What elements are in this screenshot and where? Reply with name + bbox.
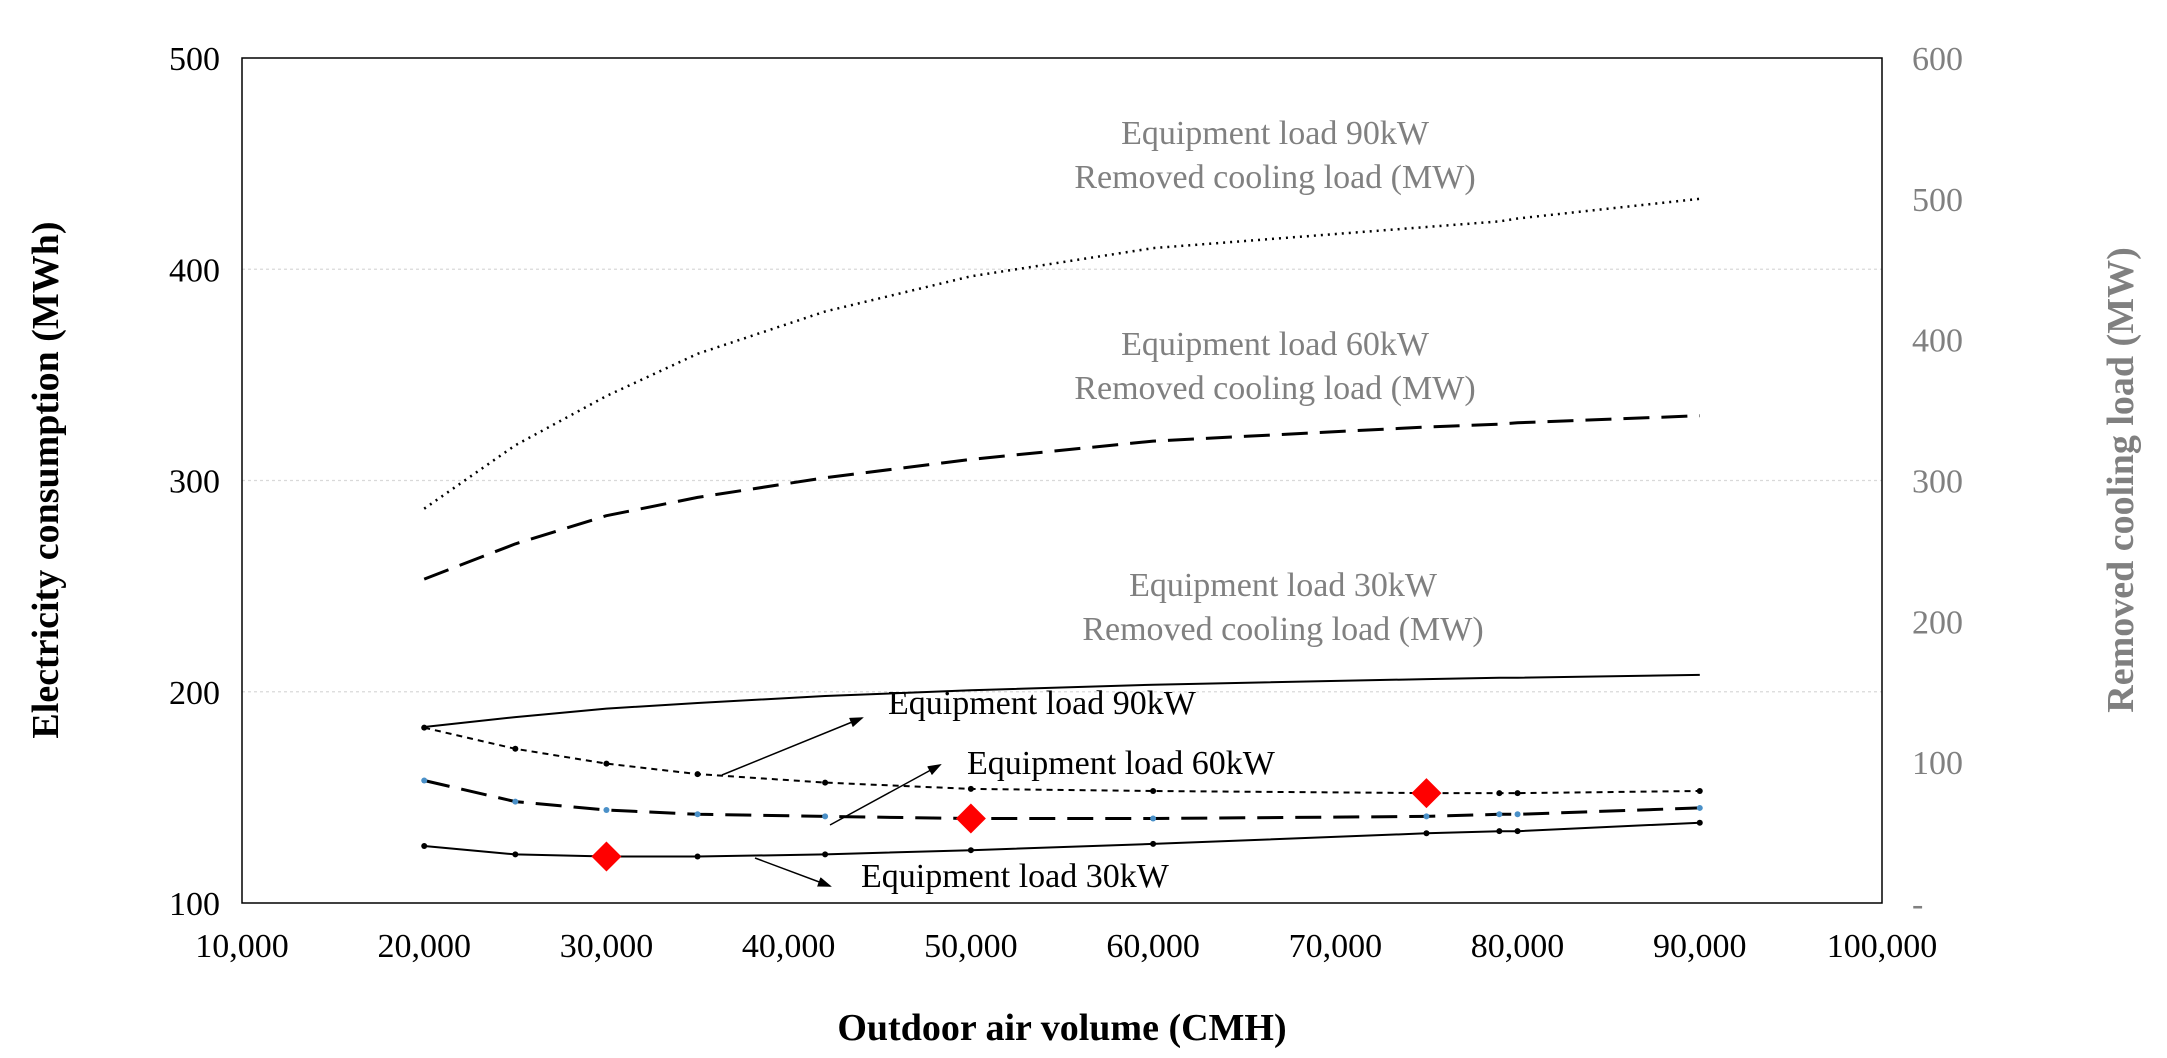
- annotation-60kw-electricity: Equipment load 60kW: [967, 745, 1276, 782]
- x-tick-label: 100,000: [1827, 928, 1938, 965]
- series-line-equipment-load-30kw-removed-cooling-load-mw: [424, 673, 1700, 728]
- series-line-equipment-load-90kw-removed-cooling-load-mw: [423, 197, 1700, 510]
- x-tick-label: 40,000: [742, 928, 836, 965]
- annotation-90kw-cooling-line2: Removed cooling load (MW): [1074, 159, 1475, 196]
- optimum-marker: [591, 841, 622, 872]
- grid-lines: [242, 268, 1882, 693]
- axis-ticks: 100 200 300 400 500 - 100 200 300 400 500 600 10,000…: [169, 41, 1963, 965]
- y-axis-title: Electricity consumption (MWh): [25, 221, 67, 738]
- data-points: [421, 724, 1703, 860]
- data-point: [1150, 788, 1157, 795]
- x-axis-title: Outdoor air volume (CMH): [837, 1007, 1286, 1049]
- data-point: [1150, 815, 1157, 822]
- plot-area-frame: [241, 57, 1883, 904]
- data-point: [512, 798, 519, 805]
- y2-tick-label: 300: [1912, 464, 1963, 501]
- data-point: [967, 785, 974, 792]
- data-point: [603, 807, 610, 814]
- y2-tick-label: 200: [1912, 604, 1963, 641]
- data-point: [967, 847, 974, 854]
- data-point: [822, 813, 829, 820]
- y2-tick-label: 100: [1912, 745, 1963, 782]
- data-point: [694, 771, 701, 778]
- data-point: [1514, 828, 1521, 835]
- arrow-90kw: [721, 717, 864, 776]
- series-line-equipment-load-60kw: [423, 779, 1700, 820]
- x-tick-label: 10,000: [195, 928, 289, 965]
- data-point: [694, 811, 701, 818]
- x-tick-label: 60,000: [1106, 928, 1200, 965]
- arrow-60kw: [829, 764, 942, 826]
- data-point: [1496, 790, 1503, 797]
- annotation-30kw-cooling-line2: Removed cooling load (MW): [1082, 611, 1483, 648]
- x-tick-label: 20,000: [377, 928, 471, 965]
- series-line-equipment-load-60kw-removed-cooling-load-mw: [423, 414, 1700, 581]
- annotation-30kw-cooling-line1: Equipment load 30kW: [1129, 567, 1438, 604]
- annotation-90kw-cooling-line1: Equipment load 90kW: [1121, 115, 1430, 152]
- optimum-marker: [955, 803, 986, 834]
- x-tick-label: 50,000: [924, 928, 1018, 965]
- data-point: [1150, 840, 1157, 847]
- data-point: [1423, 830, 1430, 837]
- y-tick-label: 200: [169, 675, 220, 712]
- annotation-30kw-electricity: Equipment load 30kW: [861, 858, 1170, 895]
- data-point: [1514, 811, 1521, 818]
- y-tick-label: 500: [169, 41, 220, 78]
- optimum-markers: [591, 778, 1442, 872]
- optimum-marker: [1411, 778, 1442, 809]
- data-point: [512, 745, 519, 752]
- data-point: [1496, 811, 1503, 818]
- data-point: [1696, 788, 1703, 795]
- data-point: [1423, 813, 1430, 820]
- data-point: [421, 777, 428, 784]
- data-point: [822, 779, 829, 786]
- data-point: [603, 760, 610, 767]
- x-tick-label: 80,000: [1471, 928, 1565, 965]
- data-point: [512, 851, 519, 858]
- y2-tick-label: 600: [1912, 41, 1963, 78]
- x-tick-label: 90,000: [1653, 928, 1747, 965]
- y2-axis-title: Removed cooling load (MW): [2100, 247, 2142, 712]
- annotation-90kw-electricity: Equipment load 90kW: [888, 685, 1197, 722]
- y2-tick-label: 400: [1912, 323, 1963, 360]
- annotation-60kw-cooling-line2: Removed cooling load (MW): [1074, 370, 1475, 407]
- data-point: [1696, 819, 1703, 826]
- data-point: [1696, 804, 1703, 811]
- y-tick-label: 100: [169, 886, 220, 923]
- data-point: [694, 853, 701, 860]
- annotation-60kw-cooling-line1: Equipment load 60kW: [1121, 326, 1430, 363]
- data-point: [421, 724, 428, 731]
- y-tick-label: 300: [169, 464, 220, 501]
- y2-tick-label: 500: [1912, 182, 1963, 219]
- x-tick-label: 30,000: [560, 928, 654, 965]
- y-tick-label: 400: [169, 252, 220, 289]
- data-point: [1496, 828, 1503, 835]
- data-point: [822, 851, 829, 858]
- data-point: [421, 842, 428, 849]
- x-tick-label: 70,000: [1289, 928, 1383, 965]
- arrow-30kw: [754, 857, 832, 887]
- data-point: [1514, 790, 1521, 797]
- y2-tick-label: -: [1912, 886, 1923, 923]
